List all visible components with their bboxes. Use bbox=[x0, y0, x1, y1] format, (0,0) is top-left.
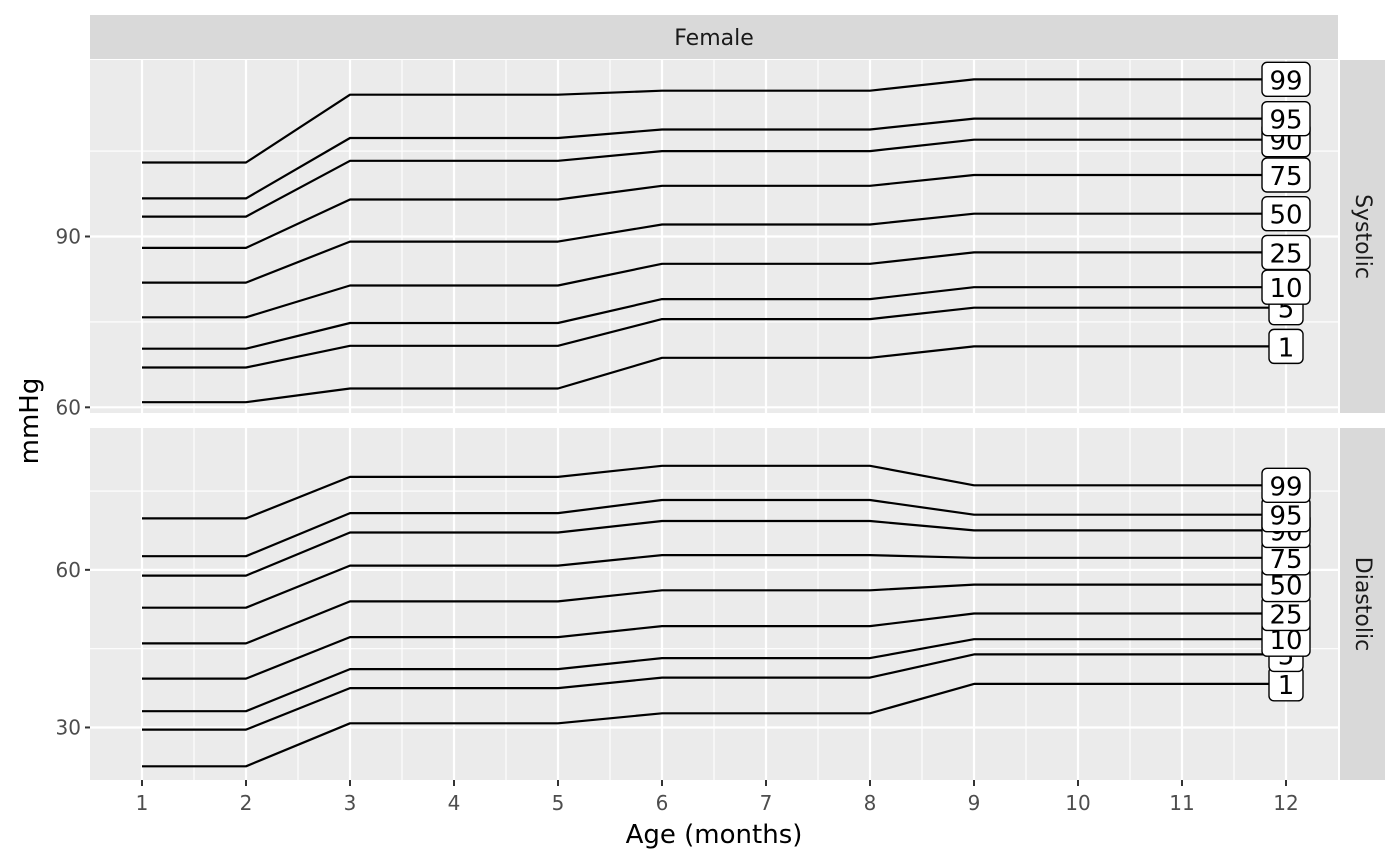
end-label-text: 50 bbox=[1269, 201, 1302, 231]
end-label-50: 50 bbox=[1261, 196, 1311, 232]
percentile-line-75 bbox=[142, 553, 1286, 609]
percentile-line-90 bbox=[142, 519, 1286, 577]
end-label-text: 10 bbox=[1269, 274, 1302, 304]
x-tick-label: 11 bbox=[1169, 791, 1194, 815]
end-label-1: 1 bbox=[1268, 328, 1304, 365]
end-label-box bbox=[1261, 269, 1311, 305]
top-strip-label: Female bbox=[674, 26, 754, 51]
y-axis-title: mmHg bbox=[15, 378, 45, 465]
x-axis: 1 2 3 4 5 6 7 8 9 10 11 12 bbox=[136, 780, 1299, 815]
side-strip-systolic bbox=[1340, 60, 1385, 413]
top-strip bbox=[90, 15, 1338, 59]
percentile-line-1 bbox=[142, 345, 1286, 404]
side-strip-label: Systolic bbox=[1350, 194, 1375, 279]
percentile-line-99 bbox=[142, 464, 1286, 520]
x-tick-label: 7 bbox=[760, 791, 773, 815]
end-label-text: 99 bbox=[1269, 472, 1302, 502]
x-axis-title: Age (months) bbox=[626, 820, 803, 850]
end-label-25: 25 bbox=[1261, 234, 1311, 271]
y-tick-label: 90 bbox=[56, 225, 81, 249]
x-tick-label: 3 bbox=[344, 791, 357, 815]
percentile-line-50 bbox=[142, 212, 1286, 284]
end-label-75: 75 bbox=[1261, 540, 1311, 576]
percentile-line-99 bbox=[142, 78, 1286, 164]
end-label-25: 25 bbox=[1261, 595, 1311, 632]
end-label-text: 25 bbox=[1269, 239, 1302, 269]
end-label-box bbox=[1261, 157, 1311, 193]
end-label-75: 75 bbox=[1261, 157, 1311, 193]
end-label-text: 95 bbox=[1269, 106, 1302, 136]
percentile-line-95 bbox=[142, 117, 1286, 200]
x-tick-label: 1 bbox=[136, 791, 149, 815]
end-label-10: 10 bbox=[1261, 269, 1311, 305]
percentile-line-5 bbox=[142, 653, 1286, 731]
percentile-line-10 bbox=[142, 286, 1286, 350]
end-label-text: 1 bbox=[1278, 671, 1295, 701]
end-label-99: 99 bbox=[1261, 467, 1311, 503]
x-tick-label: 4 bbox=[448, 791, 461, 815]
end-label-1: 1 bbox=[1268, 666, 1304, 702]
x-tick-label: 9 bbox=[968, 791, 981, 815]
end-label-99: 99 bbox=[1261, 61, 1311, 98]
percentile-line-75 bbox=[142, 173, 1286, 249]
percentile-line-50 bbox=[142, 583, 1286, 645]
end-label-text: 95 bbox=[1269, 502, 1302, 532]
y-tick-label: 30 bbox=[56, 715, 81, 739]
end-label-text: 75 bbox=[1269, 162, 1302, 192]
y-tick-label: 60 bbox=[56, 558, 81, 582]
end-label-box bbox=[1261, 61, 1311, 98]
end-label-box bbox=[1261, 196, 1311, 232]
end-label-text: 10 bbox=[1269, 626, 1302, 656]
end-label-box bbox=[1261, 467, 1311, 503]
end-label-text: 75 bbox=[1269, 545, 1302, 575]
percentile-line-5 bbox=[142, 306, 1286, 369]
end-label-text: 25 bbox=[1269, 600, 1302, 630]
panel-diastolic: 30601510255075909599Diastolic bbox=[56, 428, 1385, 780]
x-tick-label: 8 bbox=[864, 791, 877, 815]
x-tick-label: 12 bbox=[1273, 791, 1298, 815]
end-label-box bbox=[1268, 328, 1304, 365]
percentile-line-90 bbox=[142, 138, 1286, 218]
x-tick-label: 2 bbox=[240, 791, 253, 815]
x-tick-label: 5 bbox=[552, 791, 565, 815]
percentile-line-1 bbox=[142, 682, 1286, 768]
y-tick-label: 60 bbox=[56, 395, 81, 419]
end-label-text: 99 bbox=[1269, 66, 1302, 96]
percentile-line-25 bbox=[142, 612, 1286, 680]
side-strip-label: Diastolic bbox=[1350, 557, 1375, 651]
end-label-box bbox=[1261, 100, 1311, 137]
end-label-box bbox=[1261, 234, 1311, 271]
end-label-text: 1 bbox=[1278, 333, 1295, 363]
percentile-line-25 bbox=[142, 251, 1286, 319]
end-label-95: 95 bbox=[1261, 100, 1311, 137]
side-strip-diastolic bbox=[1340, 428, 1385, 780]
percentile-line-95 bbox=[142, 498, 1286, 558]
x-tick-label: 6 bbox=[656, 791, 669, 815]
percentile-line-10 bbox=[142, 638, 1286, 713]
x-tick-label: 10 bbox=[1065, 791, 1090, 815]
end-label-text: 50 bbox=[1269, 572, 1302, 602]
